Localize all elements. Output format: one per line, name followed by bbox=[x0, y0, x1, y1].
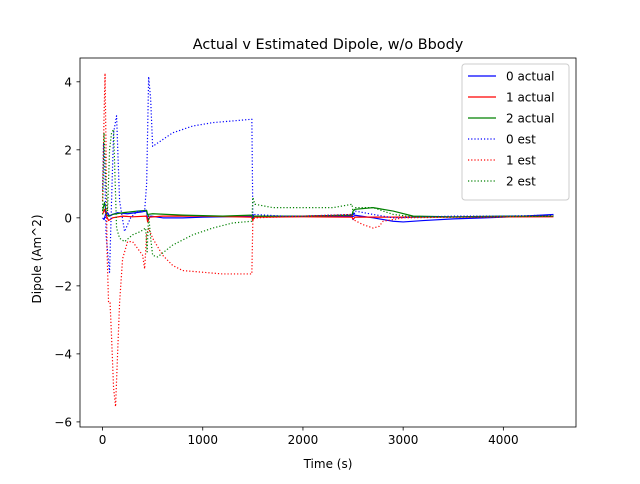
series-layer bbox=[101, 72, 554, 408]
y-axis-label: Dipole (Am^2) bbox=[30, 214, 44, 303]
x-tick-label: 0 bbox=[99, 433, 107, 447]
x-axis-label: Time (s) bbox=[303, 457, 353, 471]
legend-label-3: 0 est bbox=[506, 133, 536, 147]
legend-label-2: 2 actual bbox=[506, 112, 554, 126]
chart-title: Actual v Estimated Dipole, w/o Bbody bbox=[193, 37, 464, 53]
legend-box bbox=[461, 63, 570, 201]
x-tick-label: 2000 bbox=[288, 433, 319, 447]
series-line-3 bbox=[101, 76, 554, 273]
legend-label-4: 1 est bbox=[506, 154, 536, 168]
series-line-5 bbox=[101, 128, 554, 258]
x-tick-label: 1000 bbox=[187, 433, 218, 447]
plot-area bbox=[79, 57, 577, 428]
legend-label-1: 1 actual bbox=[506, 91, 554, 105]
y-tick-label: 0 bbox=[64, 211, 72, 225]
y-axis: −6 −4 −2 0 2 4 bbox=[54, 75, 80, 429]
y-tick-label: −4 bbox=[54, 347, 72, 361]
y-tick-label: −6 bbox=[54, 415, 72, 429]
legend-label-5: 2 est bbox=[506, 175, 536, 189]
y-tick-label: −2 bbox=[54, 279, 72, 293]
x-tick-label: 4000 bbox=[488, 433, 519, 447]
x-tick-label: 3000 bbox=[388, 433, 419, 447]
legend: 0 actual 1 actual 2 actual 0 est 1 est 2 est bbox=[461, 63, 570, 201]
legend-label-0: 0 actual bbox=[506, 70, 554, 84]
y-tick-label: 4 bbox=[64, 75, 72, 89]
y-tick-label: 2 bbox=[64, 143, 72, 157]
x-axis: 0 1000 2000 3000 4000 bbox=[99, 427, 519, 447]
plot-frame bbox=[79, 57, 577, 428]
